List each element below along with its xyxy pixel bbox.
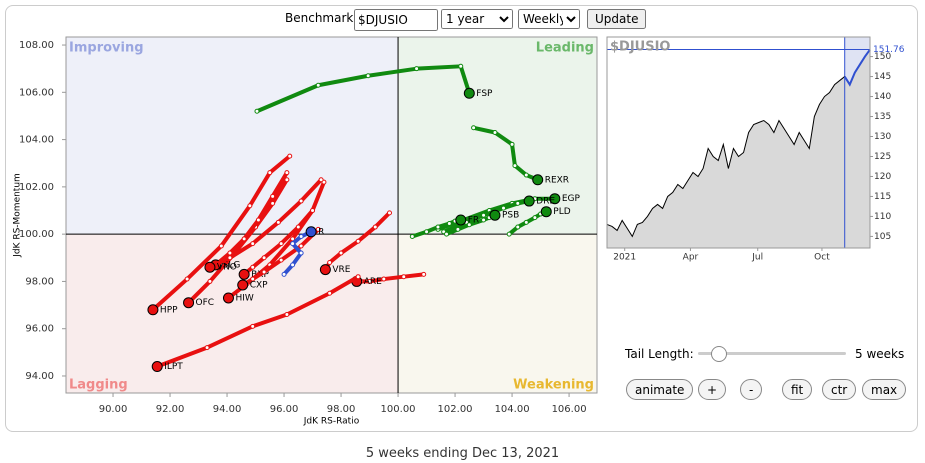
benchmark-input[interactable] [354, 9, 438, 31]
footer: 5 weeks ending Dec 13, 2021 [365, 446, 560, 461]
tool-button[interactable]: + [698, 379, 727, 400]
period-select[interactable]: 1 year [441, 9, 513, 29]
tool-button[interactable]: animate [626, 379, 694, 400]
tool-button[interactable]: max [862, 379, 907, 400]
frequency-select[interactable]: Weekly [518, 9, 580, 29]
tail-value: 5 weeks [855, 347, 905, 361]
slider-track[interactable] [698, 352, 846, 355]
tool-button[interactable]: fit [782, 379, 813, 400]
update-button[interactable]: Update [587, 9, 647, 29]
tool-button[interactable]: ctr [822, 379, 857, 400]
tail-label: Tail Length: [625, 347, 694, 361]
benchmark-label: Benchmark: [285, 11, 358, 25]
tool-button[interactable]: - [740, 379, 763, 400]
slider-thumb[interactable] [711, 346, 727, 362]
panel [5, 5, 918, 432]
